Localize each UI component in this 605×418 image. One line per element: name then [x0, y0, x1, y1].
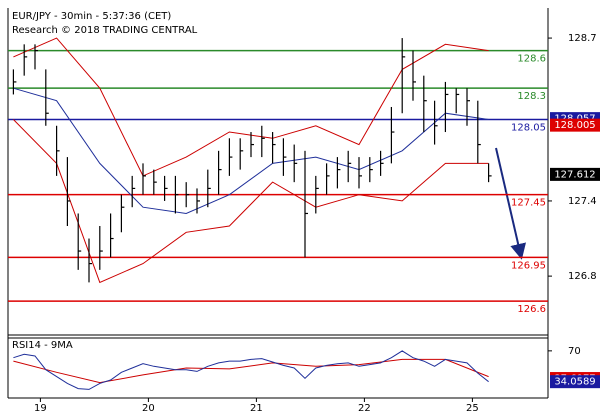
- chart-title: EUR/JPY - 30min - 5:37:36 (CET): [12, 11, 171, 22]
- x-tick-label: 20: [142, 403, 155, 414]
- rsi-ma: [13, 358, 489, 384]
- price-box-label: 128.005: [554, 120, 595, 131]
- level-label: 128.05: [511, 123, 546, 134]
- moving-average: [13, 87, 489, 215]
- y-tick-label: 70: [568, 346, 581, 357]
- projection-arrow: [495, 147, 526, 260]
- level-label: 126.6: [517, 304, 546, 315]
- price-box: [550, 375, 600, 389]
- level-label: 128.3: [517, 91, 546, 102]
- y-tick-label: 128.7: [568, 33, 597, 44]
- y-tick-label: 127.4: [568, 196, 597, 207]
- level-label: 127.45: [511, 198, 546, 209]
- y-tick-label: 126.8: [568, 271, 597, 282]
- rsi-line: [13, 350, 489, 390]
- price-box: [550, 167, 600, 181]
- lower-band: [13, 119, 489, 284]
- x-tick-label: 25: [466, 403, 479, 414]
- x-tick-label: 22: [358, 403, 371, 414]
- level-label: 126.95: [511, 260, 546, 271]
- price-box-label: 34.0589: [554, 377, 595, 388]
- rsi-label: RSI14 - 9MA: [12, 340, 73, 351]
- price-box-label: 127.612: [554, 169, 595, 180]
- x-tick-label: 21: [250, 403, 263, 414]
- price-box: [550, 118, 600, 132]
- x-tick-label: 19: [34, 403, 47, 414]
- level-label: 128.6: [517, 54, 546, 65]
- chart-subtitle: Research © 2018 TRADING CENTRAL: [12, 25, 198, 36]
